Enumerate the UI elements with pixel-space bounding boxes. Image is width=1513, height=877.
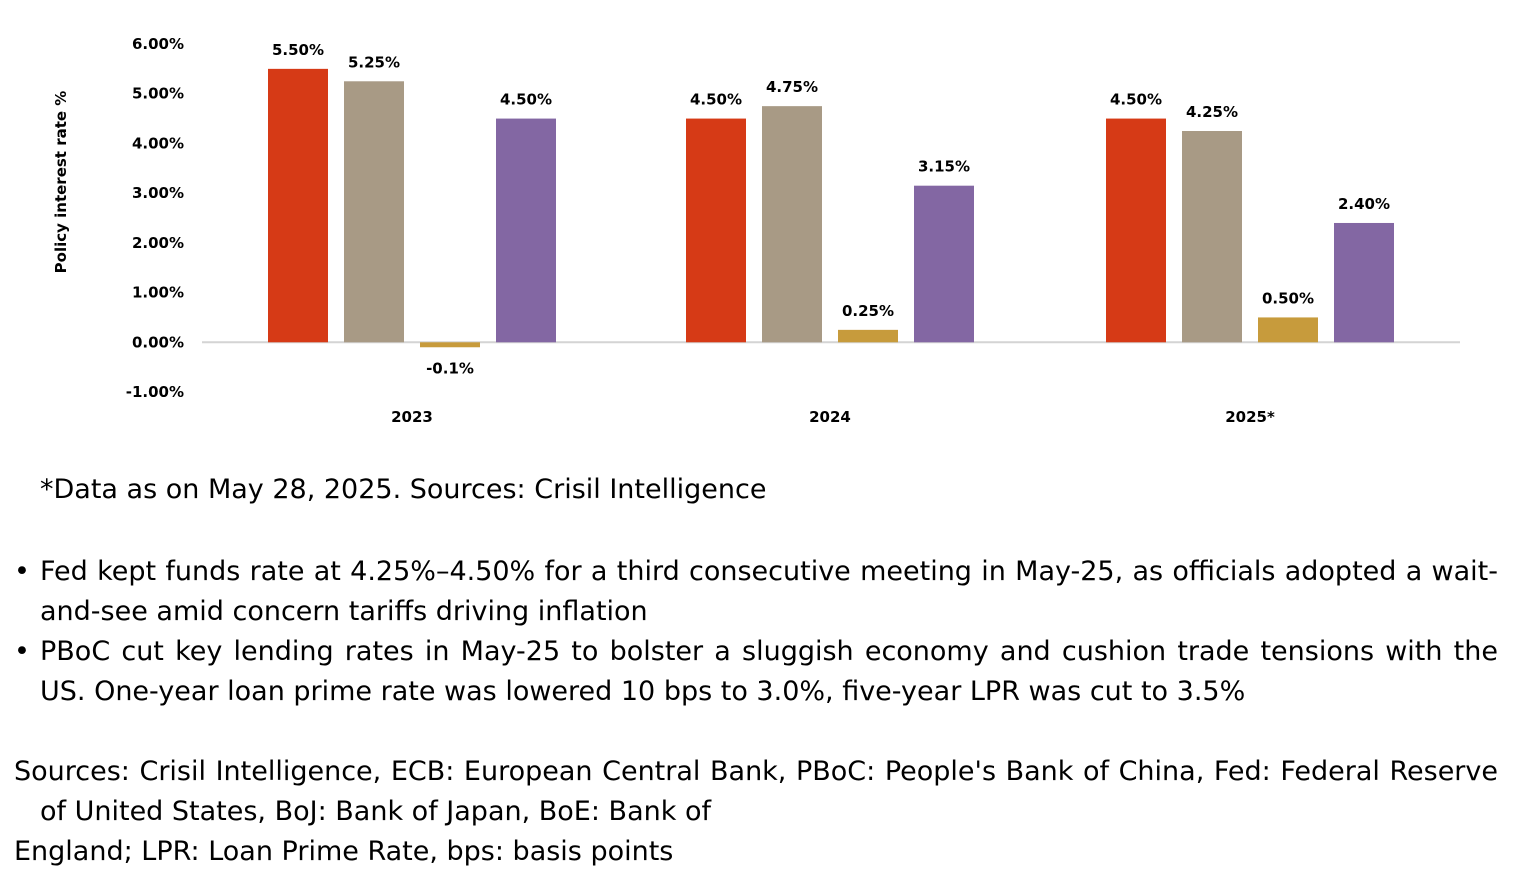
sources-line-3: England; LPR: Loan Prime Rate, bps: basi… (14, 836, 674, 867)
bar (762, 106, 822, 343)
data-label: 2.40% (1338, 195, 1390, 213)
data-label: 3.15% (918, 158, 970, 176)
bullet-text: PBoC cut key lending rates in May-25 to … (40, 636, 1498, 707)
policy-rate-bar-chart: -1.00% 0.00% 1.00% 2.00% 3.00% 4.00% 5.00% 6.00… (52, 35, 1460, 426)
bars: 5.50% 5.25% -0.1% 4.50% 4.50% 4.75% 0.25% 3.15%… (268, 41, 1394, 377)
bar (1182, 131, 1242, 343)
x-axis: 2023 2024 2025* (391, 408, 1275, 426)
y-tick-label: 6.00% (132, 35, 184, 53)
bar (344, 81, 404, 343)
bar (838, 329, 898, 343)
data-label: 4.50% (1110, 91, 1162, 109)
sources-footnote: Sources: Crisil Intelligence, ECB: Europ… (14, 752, 1498, 872)
y-axis: -1.00% 0.00% 1.00% 2.00% 3.00% 4.00% 5.00% 6.00… (126, 35, 184, 401)
bar (1334, 222, 1394, 343)
data-label: 5.50% (272, 41, 324, 59)
bullet-text: Fed kept funds rate at 4.25%–4.50% for a… (40, 556, 1498, 627)
data-label: 0.50% (1262, 289, 1314, 307)
bar (496, 118, 556, 343)
bullet-dot: • (14, 636, 30, 667)
data-label: 4.50% (500, 91, 552, 109)
sources-line-1: Sources: Crisil Intelligence, ECB: Europ… (14, 756, 1498, 787)
commentary-bullet-fed: • Fed kept funds rate at 4.25%–4.50% for… (14, 552, 1498, 632)
data-label: 5.25% (348, 53, 400, 71)
y-tick-label: 3.00% (132, 184, 184, 202)
data-label: 4.50% (690, 91, 742, 109)
commentary-bullet-pboc: • PBoC cut key lending rates in May-25 t… (14, 632, 1498, 712)
bullet-dot: • (14, 556, 30, 587)
y-tick-label: 2.00% (132, 234, 184, 252)
y-tick-label: 4.00% (132, 134, 184, 152)
sources-line-2: of United States, BoJ: Bank of Japan, Bo… (40, 796, 711, 827)
data-label: 4.75% (766, 78, 818, 96)
commentary-list: • Fed kept funds rate at 4.25%–4.50% for… (14, 552, 1498, 712)
y-tick-label: 1.00% (132, 284, 184, 302)
bar (914, 185, 974, 343)
x-tick-label: 2024 (809, 408, 851, 426)
y-tick-label: 0.00% (132, 333, 184, 351)
y-axis-label: Policy interest rate % (52, 91, 70, 274)
bar (420, 342, 480, 348)
data-label: -0.1% (426, 359, 474, 377)
y-tick-label: -1.00% (126, 383, 184, 401)
bar (1258, 317, 1318, 343)
bar (686, 118, 746, 343)
y-tick-label: 5.00% (132, 85, 184, 103)
bar (1106, 118, 1166, 343)
data-label: 0.25% (842, 302, 894, 320)
x-tick-label: 2023 (391, 408, 433, 426)
data-label: 4.25% (1186, 103, 1238, 121)
bar (268, 68, 328, 343)
x-tick-label: 2025* (1225, 408, 1275, 426)
data-note: *Data as on May 28, 2025. Sources: Crisi… (40, 474, 767, 505)
